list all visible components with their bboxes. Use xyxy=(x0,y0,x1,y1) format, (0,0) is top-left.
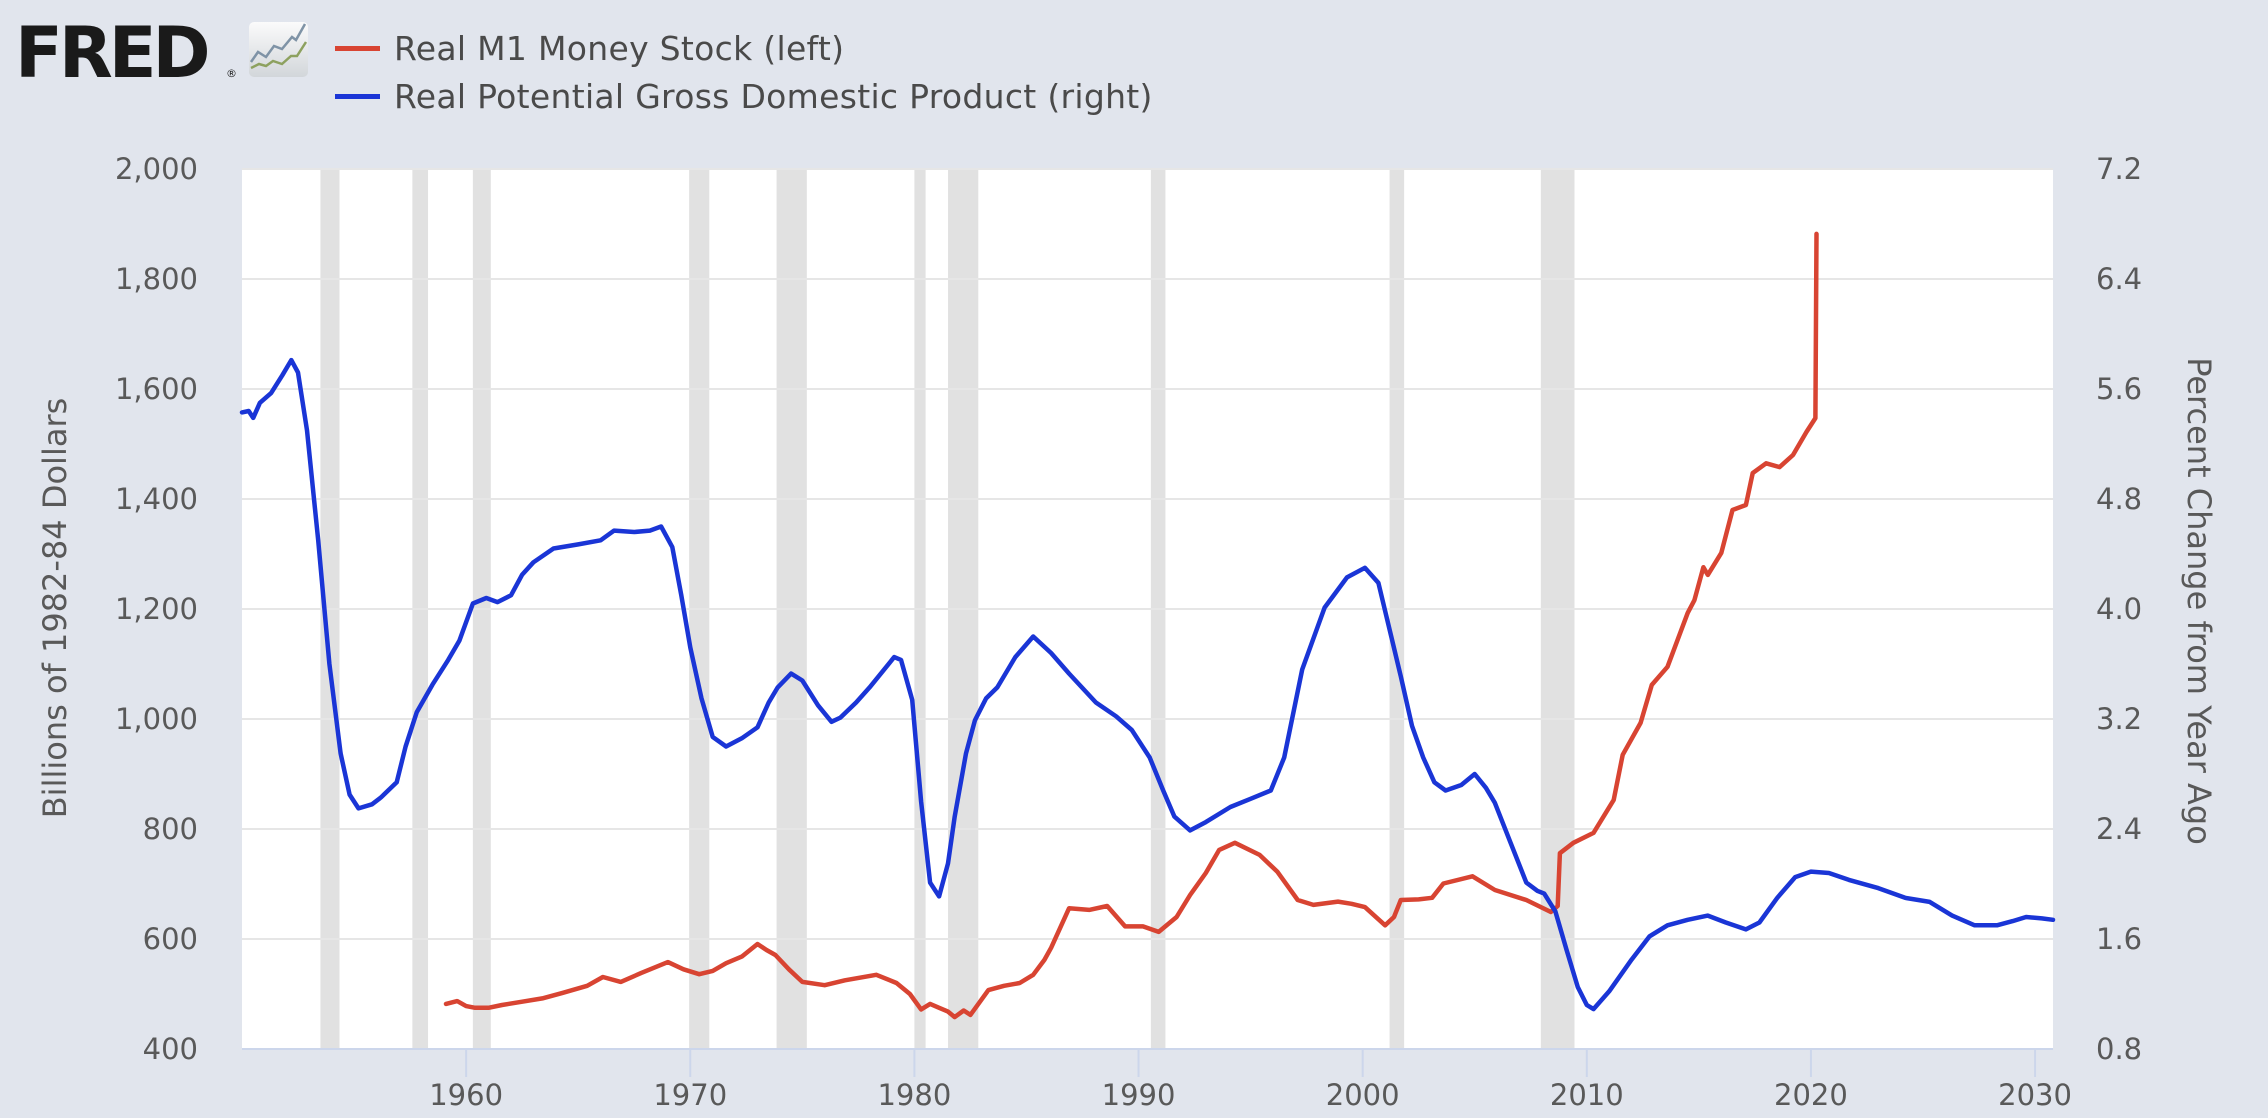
right-axis-title: Percent Change from Year Ago xyxy=(2180,357,2218,845)
left-tick-label: 1,000 xyxy=(115,702,198,736)
registered-mark: ® xyxy=(226,67,237,80)
left-tick-label: 2,000 xyxy=(115,152,198,186)
left-tick-label: 1,400 xyxy=(115,482,198,516)
x-tick-label: 2020 xyxy=(1774,1078,1848,1112)
series-layer xyxy=(239,231,2056,1020)
right-tick-label: 0.8 xyxy=(2096,1032,2142,1066)
right-tick-label: 3.2 xyxy=(2096,702,2142,736)
left-axis-ticks: 400 600 800 1,000 1,200 1,400 1,600 1,800 2,000 xyxy=(115,152,198,1066)
fred-logo-text: FRED xyxy=(15,12,208,94)
left-tick-label: 1,600 xyxy=(115,372,198,406)
right-tick-label: 4.8 xyxy=(2096,482,2142,516)
legend-item-real-potential-gdp[interactable]: Real Potential Gross Domestic Product (r… xyxy=(335,77,1153,116)
left-axis-title: Billions of 1982-84 Dollars xyxy=(36,398,74,819)
x-tick-label: 1980 xyxy=(877,1078,951,1112)
right-tick-label: 6.4 xyxy=(2096,262,2142,296)
x-tick-label: 1990 xyxy=(1102,1078,1176,1112)
series-line-real-potential-gdp[interactable] xyxy=(239,357,2056,1012)
fred-chart-icon xyxy=(249,22,308,77)
left-tick-label: 400 xyxy=(143,1032,198,1066)
left-tick-label: 1,200 xyxy=(115,592,198,626)
right-axis-ticks: 0.8 1.6 2.4 3.2 4.0 4.8 5.6 6.4 7.2 xyxy=(2096,152,2142,1066)
x-tick-label: 2000 xyxy=(1326,1078,1400,1112)
x-tick-label: 2010 xyxy=(1550,1078,1624,1112)
legend-swatch-red xyxy=(335,46,380,51)
left-tick-label: 600 xyxy=(143,922,198,956)
right-tick-label: 5.6 xyxy=(2096,372,2142,406)
gridlines xyxy=(242,168,2053,940)
fred-logo[interactable]: FRED ® xyxy=(15,12,308,94)
right-tick-label: 4.0 xyxy=(2096,592,2142,626)
right-tick-label: 7.2 xyxy=(2096,152,2142,186)
left-tick-label: 1,800 xyxy=(115,262,198,296)
legend: Real M1 Money Stock (left) Real Potentia… xyxy=(335,29,1153,116)
x-tick-label: 2030 xyxy=(1998,1078,2072,1112)
x-tick-label: 1970 xyxy=(653,1078,727,1112)
legend-item-real-m1[interactable]: Real M1 Money Stock (left) xyxy=(335,29,844,68)
right-tick-label: 2.4 xyxy=(2096,812,2142,846)
x-axis-ticks: 1960 1970 1980 1990 2000 2010 2020 2030 xyxy=(429,1049,2072,1112)
series-line-real-m1[interactable] xyxy=(443,231,1819,1020)
left-tick-label: 800 xyxy=(143,812,198,846)
x-tick-label: 1960 xyxy=(429,1078,503,1112)
legend-label-real-potential-gdp: Real Potential Gross Domestic Product (r… xyxy=(394,77,1153,116)
right-tick-label: 1.6 xyxy=(2096,922,2142,956)
legend-label-real-m1: Real M1 Money Stock (left) xyxy=(394,29,844,68)
legend-swatch-blue xyxy=(335,94,380,99)
